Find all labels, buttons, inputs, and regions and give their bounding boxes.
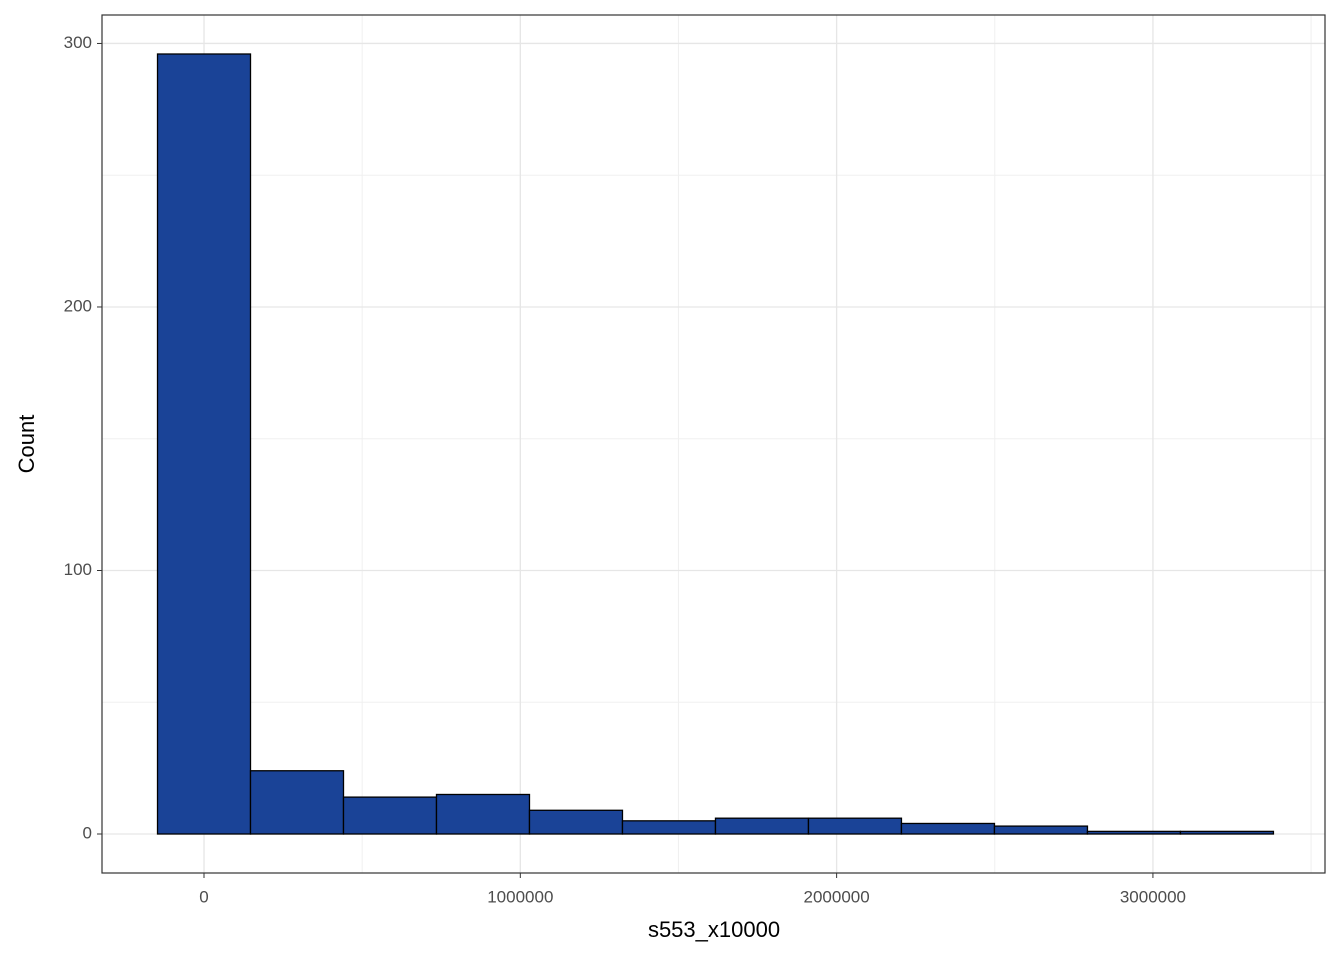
bar: [900, 822, 996, 835]
bar: [528, 809, 624, 835]
y-tick-label: 0: [83, 823, 92, 842]
bar: [621, 820, 717, 835]
x-tick-label: 1000000: [487, 887, 553, 906]
bar: [1179, 830, 1275, 835]
bar: [993, 825, 1089, 835]
bar: [435, 793, 531, 835]
y-axis-label: Count: [14, 415, 39, 474]
bar: [1086, 830, 1182, 835]
x-axis-label: s553_x10000: [648, 917, 780, 942]
bar: [156, 53, 252, 835]
y-tick-label: 100: [64, 560, 92, 579]
x-tick-label: 2000000: [804, 887, 870, 906]
y-tick-label: 200: [64, 296, 92, 315]
bar: [249, 770, 345, 835]
bar: [342, 796, 438, 835]
panel-border: [101, 14, 1326, 874]
y-tick-label: 300: [64, 33, 92, 52]
x-tick-label: 0: [199, 887, 208, 906]
bar: [807, 817, 903, 835]
x-tick-label: 3000000: [1120, 887, 1186, 906]
bars: [156, 53, 1275, 835]
bar: [714, 817, 810, 835]
